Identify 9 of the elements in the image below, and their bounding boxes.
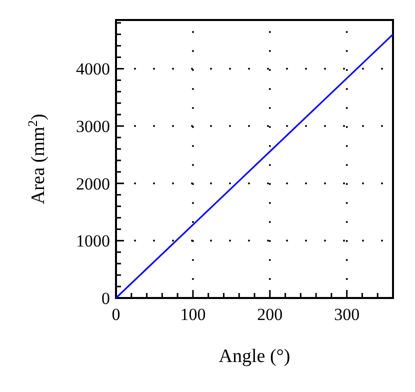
x-axis-title: Angle (°) (218, 346, 290, 367)
y-tick-label: 1000 (76, 232, 110, 251)
x-tick-label: 300 (334, 305, 360, 324)
x-tick-label: 100 (180, 305, 206, 324)
y-tick-label: 4000 (76, 60, 110, 79)
y-tick-label: 2000 (76, 174, 110, 194)
y-tick-label: 3000 (76, 117, 110, 136)
y-tick-label: 0 (102, 289, 110, 308)
x-tick-label: 200 (257, 305, 283, 324)
